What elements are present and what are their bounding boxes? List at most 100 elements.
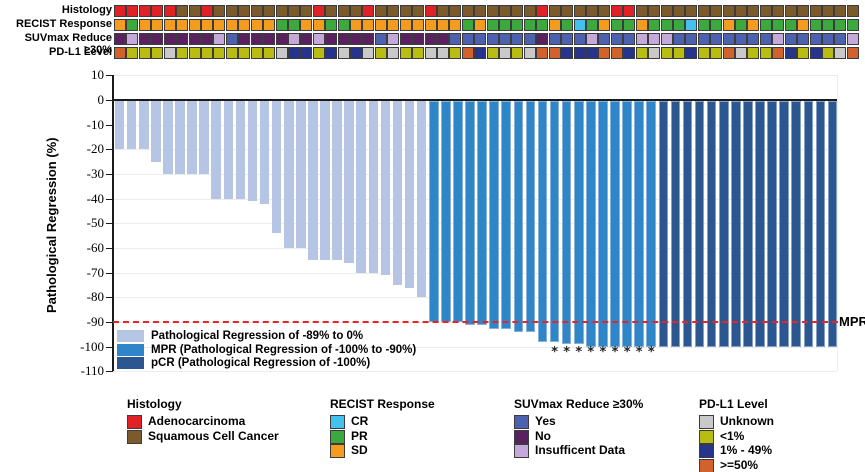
annotation-square-recist — [846, 19, 859, 31]
y-tick--30 — [106, 174, 113, 175]
regression-bar — [308, 101, 318, 261]
annotation-square-recist — [325, 19, 338, 31]
annotation-square-recist — [648, 19, 661, 31]
annotation-square-histology — [623, 5, 636, 17]
annotation-square-pdl1 — [735, 47, 747, 59]
gridline--10 — [113, 124, 837, 126]
regression-bar — [416, 101, 427, 298]
y-tick-10 — [106, 75, 113, 77]
y-tick-label--50: -50 — [86, 215, 104, 231]
regression-bar — [670, 101, 681, 347]
annotation-square-suvmax — [399, 33, 412, 45]
annotation-square-pdl1 — [362, 47, 375, 59]
annotation-square-recist — [250, 19, 263, 31]
annotation-square-suvmax — [238, 33, 251, 45]
regression-bar — [320, 101, 330, 261]
annotation-square-recist — [350, 19, 362, 31]
annotation-square-suvmax — [635, 33, 648, 45]
annotation-square-histology — [598, 5, 611, 17]
regression-bar — [247, 101, 258, 202]
annotation-square-suvmax — [424, 33, 437, 45]
annotation-square-suvmax — [697, 33, 710, 45]
annotation-square-pdl1 — [449, 47, 462, 59]
gridline--20 — [113, 149, 837, 151]
annotation-square-suvmax — [772, 33, 785, 45]
annotation-square-recist — [735, 19, 747, 31]
annotation-square-recist — [610, 19, 623, 31]
annotation-square-pdl1 — [610, 47, 623, 59]
legend-swatch-suvmax-Yes — [514, 415, 529, 429]
annotation-square-histology — [772, 5, 785, 17]
annotation-square-histology — [325, 5, 338, 17]
annotation-square-suvmax — [200, 33, 213, 45]
annotation-square-recist — [461, 19, 474, 31]
gridline-10 — [113, 75, 837, 77]
annotation-square-pdl1 — [138, 47, 151, 59]
annotation-square-suvmax — [114, 33, 126, 45]
annotation-square-recist — [759, 19, 772, 31]
annotation-square-suvmax — [672, 33, 685, 45]
annotation-square-pdl1 — [300, 47, 313, 59]
annotation-square-recist — [474, 19, 487, 31]
annotation-square-pdl1 — [598, 47, 611, 59]
gridline--100 — [113, 346, 837, 348]
regression-bar — [658, 101, 669, 347]
annotation-square-recist — [126, 19, 139, 31]
regression-bar — [598, 101, 608, 347]
legend-label-suvmax-ID: Insufficent Data — [535, 443, 626, 458]
annotation-square-suvmax — [710, 33, 723, 45]
annotation-square-suvmax — [747, 33, 760, 45]
annotation-square-histology — [176, 5, 189, 17]
y-tick--20 — [106, 149, 113, 151]
regression-bar — [138, 101, 149, 150]
annotation-square-suvmax — [362, 33, 375, 45]
annotation-square-histology — [710, 5, 723, 17]
annotation-square-histology — [846, 5, 859, 17]
gridline--60 — [113, 248, 837, 249]
annotation-square-suvmax — [263, 33, 275, 45]
annotation-square-histology — [263, 5, 275, 17]
annotation-square-pdl1 — [163, 47, 176, 59]
regression-bar — [646, 101, 657, 347]
annotation-square-recist — [188, 19, 201, 31]
annotation-square-histology — [399, 5, 412, 17]
y-axis-title: Pathological Regression (%) — [44, 137, 59, 313]
annotation-square-recist — [548, 19, 561, 31]
regression-bar — [682, 101, 693, 347]
annotation-square-histology — [250, 5, 263, 17]
annotation-square-suvmax — [387, 33, 400, 45]
asterisk-marker: * — [635, 345, 643, 360]
regression-bar — [428, 101, 439, 322]
y-tick-label--30: -30 — [86, 166, 104, 181]
annotation-square-pdl1 — [821, 47, 834, 59]
regression-bar — [380, 101, 391, 276]
annotation-square-pdl1 — [312, 47, 325, 59]
annotation-square-recist — [362, 19, 375, 31]
annotation-square-histology — [436, 5, 449, 17]
regression-bar — [586, 101, 596, 347]
annotation-square-suvmax — [300, 33, 313, 45]
annotation-square-pdl1 — [350, 47, 362, 59]
annotation-square-suvmax — [486, 33, 499, 45]
annotation-square-recist — [598, 19, 611, 31]
y-axis-line — [112, 75, 114, 372]
annotation-square-histology — [747, 5, 760, 17]
gridline--80 — [113, 297, 837, 299]
annotation-square-histology — [337, 5, 350, 17]
regression-bar — [767, 101, 777, 347]
annotation-square-pdl1 — [710, 47, 723, 59]
annotation-square-suvmax — [735, 33, 747, 45]
annotation-square-histology — [697, 5, 710, 17]
plot-legend-row-light: Pathological Regression of -89% to 0% — [117, 330, 447, 343]
annotation-square-pdl1 — [573, 47, 586, 59]
annotation-square-histology — [797, 5, 810, 17]
annotation-square-histology — [561, 5, 574, 17]
annotation-square-histology — [225, 5, 238, 17]
annotation-square-histology — [275, 5, 288, 17]
regression-bar — [489, 101, 499, 330]
annotation-square-pdl1 — [623, 47, 636, 59]
asterisk-marker: * — [611, 345, 619, 360]
track-label-pdl1: PD-L1 Level — [49, 46, 112, 58]
regression-bar — [283, 101, 294, 248]
